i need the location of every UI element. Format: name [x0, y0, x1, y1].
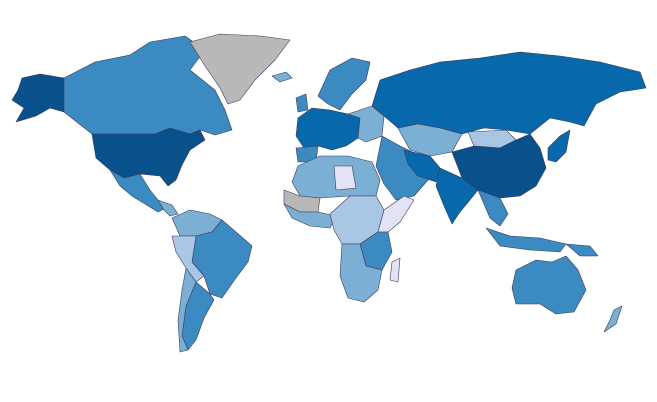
greenland: [189, 33, 291, 105]
peru-bolivia: [171, 235, 205, 283]
alaska: [11, 73, 65, 123]
chile: [177, 267, 197, 353]
new-zealand: [603, 305, 623, 333]
japan-korea: [547, 129, 571, 163]
central-america: [157, 199, 179, 217]
southern-africa: [339, 243, 383, 303]
iceland: [271, 71, 293, 83]
kazakhstan: [397, 123, 463, 157]
indonesia: [485, 227, 567, 253]
libya: [333, 165, 357, 191]
new-guinea: [565, 243, 599, 257]
australia: [511, 255, 587, 315]
western-europe: [295, 107, 361, 151]
iran: [403, 149, 441, 183]
middle-east: [375, 135, 437, 201]
india: [435, 167, 479, 225]
scandinavia: [317, 57, 371, 111]
southeast-asia: [477, 189, 509, 227]
madagascar: [389, 257, 401, 283]
uk: [295, 93, 309, 113]
